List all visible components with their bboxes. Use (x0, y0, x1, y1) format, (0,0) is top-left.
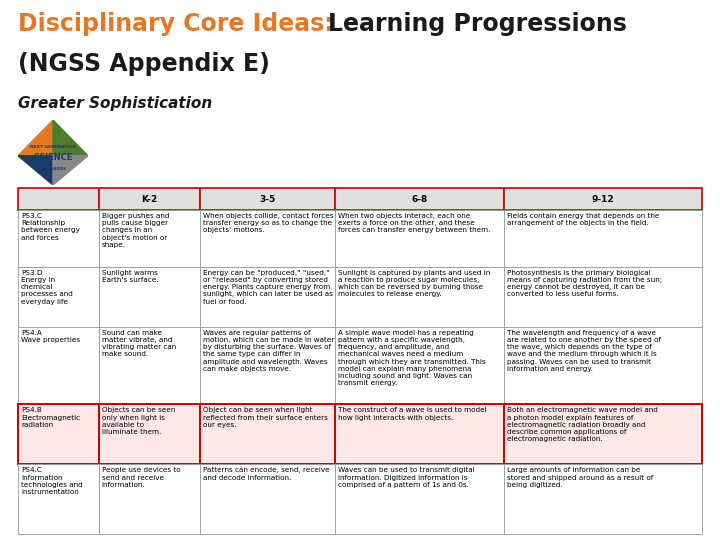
Text: Waves are regular patterns of
motion, which can be made in water
by disturbing t: Waves are regular patterns of motion, wh… (203, 329, 334, 372)
Text: Patterns can encode, send, receive
and decode information.: Patterns can encode, send, receive and d… (203, 467, 330, 481)
Text: The construct of a wave is used to model
how light interacts with objects.: The construct of a wave is used to model… (338, 407, 486, 421)
Text: NEXT GENERATION: NEXT GENERATION (30, 145, 76, 149)
Text: Sunlight warms
Earth's surface.: Sunlight warms Earth's surface. (102, 269, 158, 283)
Polygon shape (53, 156, 88, 185)
Polygon shape (18, 156, 53, 185)
Text: PS4.B
Electromagnetic
radiation: PS4.B Electromagnetic radiation (21, 407, 80, 428)
Text: The wavelength and frequency of a wave
are related to one another by the speed o: The wavelength and frequency of a wave a… (507, 329, 660, 372)
Text: Bigger pushes and
pulls cause bigger
changes in an
object's motion or
shape.: Bigger pushes and pulls cause bigger cha… (102, 213, 169, 248)
Text: Energy can be "produced," "used,"
or "released" by converting stored
energy. Pla: Energy can be "produced," "used," or "re… (203, 269, 333, 305)
Text: Waves can be used to transmit digital
information. Digitized information is
comp: Waves can be used to transmit digital in… (338, 467, 474, 488)
Text: Sunlight is captured by plants and used in
a reaction to produce sugar molecules: Sunlight is captured by plants and used … (338, 269, 490, 298)
Text: Objects can be seen
only when light is
available to
illuminate them.: Objects can be seen only when light is a… (102, 407, 175, 435)
Text: When objects collide, contact forces
transfer energy so as to change the
objects: When objects collide, contact forces tra… (203, 213, 333, 233)
Text: (NGSS Appendix E): (NGSS Appendix E) (18, 52, 270, 76)
Polygon shape (18, 120, 53, 156)
Text: PS4.A
Wave properties: PS4.A Wave properties (21, 329, 80, 343)
Text: 9-12: 9-12 (592, 194, 614, 204)
Text: Sound can make
matter vibrate, and
vibrating matter can
make sound.: Sound can make matter vibrate, and vibra… (102, 329, 176, 357)
Polygon shape (53, 120, 88, 156)
Text: 6-8: 6-8 (411, 194, 427, 204)
Text: PS3.C
Relationship
between energy
and forces: PS3.C Relationship between energy and fo… (21, 213, 80, 241)
Text: Fields contain energy that depends on the
arrangement of the objects in the fiel: Fields contain energy that depends on th… (507, 213, 659, 226)
Text: SCIENCE: SCIENCE (33, 153, 73, 162)
Text: A simple wave model has a repeating
pattern with a specific wavelength,
frequenc: A simple wave model has a repeating patt… (338, 329, 485, 387)
Text: Large amounts of information can be
stored and shipped around as a result of
bei: Large amounts of information can be stor… (507, 467, 653, 488)
Text: STANDARDS: STANDARDS (39, 167, 67, 171)
Text: Greater Sophistication: Greater Sophistication (18, 96, 212, 111)
Text: 3-5: 3-5 (259, 194, 276, 204)
Text: Object can be seen when light
reflected from their surface enters
our eyes.: Object can be seen when light reflected … (203, 407, 328, 428)
Text: Learning Progressions: Learning Progressions (328, 12, 627, 36)
Text: Photosynthesis is the primary biological
means of capturing radiation from the s: Photosynthesis is the primary biological… (507, 269, 662, 298)
Text: Disciplinary Core Ideas:: Disciplinary Core Ideas: (18, 12, 342, 36)
Text: Both an electromagnetic wave model and
a photon model explain features of
electr: Both an electromagnetic wave model and a… (507, 407, 657, 442)
Text: K-2: K-2 (141, 194, 158, 204)
Text: PS3.D
Energy in
chemical
processes and
everyday life: PS3.D Energy in chemical processes and e… (21, 269, 73, 305)
Text: PS4.C
Information
technologies and
instrumentation: PS4.C Information technologies and instr… (21, 467, 83, 495)
Text: When two objects interact, each one
exerts a force on the other, and these
force: When two objects interact, each one exer… (338, 213, 490, 233)
Text: People use devices to
send and receive
information.: People use devices to send and receive i… (102, 467, 180, 488)
